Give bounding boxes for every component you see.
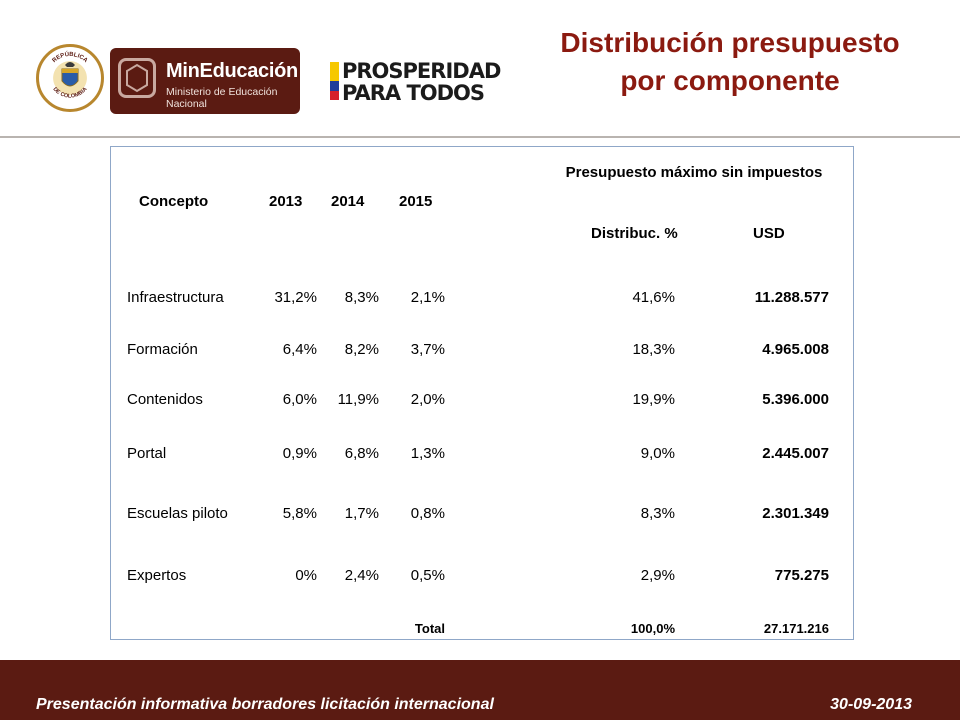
mineducacion-mark-icon [118,58,156,98]
svg-text:DE COLOMBIA: DE COLOMBIA [52,86,89,99]
row-2-concepto: Formación [127,341,198,358]
seal-text-bottom: DE COLOMBIA [52,86,89,99]
row-2-2013: 6,4% [282,341,317,358]
row-3-distribucion: 19,9% [632,391,675,408]
total-usd: 27.171.216 [763,621,829,636]
coat-of-arms-seal: REPÚBLICA DE COLOMBIA [36,44,104,112]
mineducacion-logo: MinEducación Ministerio de Educación Nac… [110,48,300,114]
row-5-2013: 5,8% [282,505,317,522]
row-1-2015: 2,1% [410,289,445,306]
row-3-usd: 5.396.000 [762,391,829,408]
row-2-distribucion: 18,3% [632,341,675,358]
prosperidad-para-todos-logo: PROSPERIDAD PARA TODOS [330,58,501,105]
header-concepto: Concepto [139,193,209,210]
slide-footer: Presentación informativa borradores lici… [0,660,960,720]
colombia-flag-icon [330,62,339,100]
row-4-usd: 2.445.007 [762,445,829,462]
header-2013: 2013 [269,193,303,210]
row-3-2015: 2,0% [410,391,445,408]
row-4-distribucion: 9,0% [640,445,675,462]
header-distribucion: Distribuc. % [591,225,678,242]
title-line-1: Distribución presupuesto [560,27,900,58]
row-6-2013: 0% [295,567,317,584]
footer-date: 30-09-2013 [830,696,912,713]
row-1-usd: 11.288.577 [754,289,829,306]
row-4-concepto: Portal [127,445,167,462]
mineducacion-name: MinEducación [166,60,298,82]
row-1-concepto: Infraestructura [127,289,224,306]
prosperidad-line2: PARA TODOS [342,81,485,105]
page-title: Distribución presupuesto por componente [520,24,940,100]
budget-table: Concepto 2013 2014 2015 Presupuesto máxi… [110,146,854,640]
total-label: Total [414,621,445,636]
row-3-2014: 11,9% [337,391,379,408]
row-2-2015: 3,7% [410,341,445,358]
footer-presentation-text: Presentación informativa borradores lici… [36,696,494,713]
row-5-usd: 2.301.349 [762,505,829,522]
row-6-2014: 2,4% [344,567,379,584]
row-2-usd: 4.965.008 [762,341,829,358]
prosperidad-line1: PROSPERIDAD [342,59,501,83]
row-2-2014: 8,2% [344,341,379,358]
row-5-2015: 0,8% [410,505,445,522]
row-6-distribucion: 2,9% [640,567,675,584]
total-distribucion: 100,0% [630,621,675,636]
row-4-2014: 6,8% [344,445,379,462]
slide-header: REPÚBLICA DE COLOMBIA MinEducación Minis… [0,0,960,136]
header-presupuesto-group: Presupuesto máximo sin impuestos [565,164,823,181]
mineducacion-subtitle: Ministerio de Educación Nacional [166,86,278,110]
row-5-2014: 1,7% [344,505,379,522]
row-6-usd: 775.275 [774,567,829,584]
header-2014: 2014 [331,193,365,210]
row-6-concepto: Expertos [127,567,187,584]
row-6-2015: 0,5% [410,567,445,584]
row-3-concepto: Contenidos [127,391,203,408]
title-line-2: por componente [620,65,840,96]
coat-of-arms-icon: REPÚBLICA DE COLOMBIA [52,51,89,100]
row-5-distribucion: 8,3% [640,505,675,522]
row-5-concepto: Escuelas piloto [127,505,228,522]
row-4-2015: 1,3% [410,445,445,462]
header-usd: USD [753,225,785,242]
header-divider [0,136,960,138]
row-1-distribucion: 41,6% [632,289,675,306]
row-1-2013: 31,2% [274,289,317,306]
row-4-2013: 0,9% [282,445,317,462]
row-1-2014: 8,3% [344,289,379,306]
header-2015: 2015 [399,193,433,210]
row-3-2013: 6,0% [282,391,317,408]
